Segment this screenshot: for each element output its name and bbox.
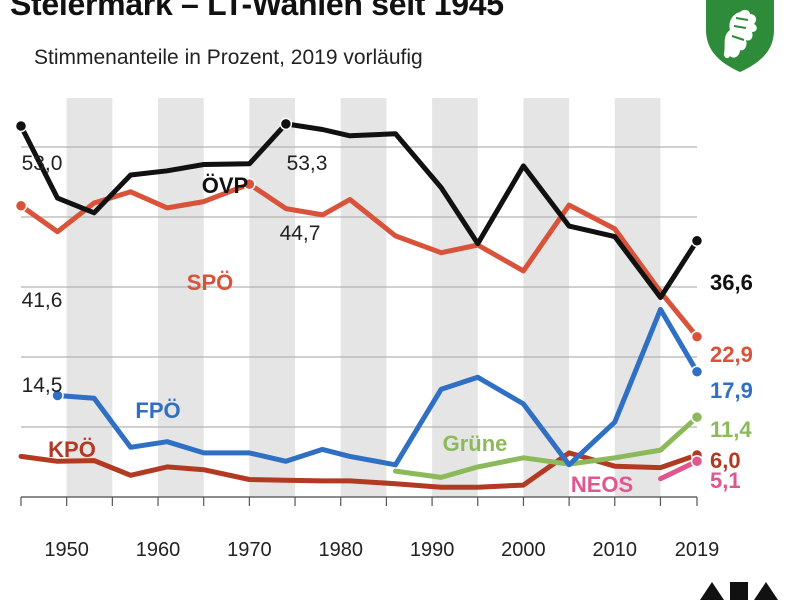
annotation-label: 41,6: [22, 289, 63, 312]
band-2010: [614, 98, 661, 497]
annotation-label: 44,7: [280, 222, 321, 245]
series-label-neos: NEOS: [571, 472, 633, 497]
series-label-gruene: Grüne: [443, 431, 508, 456]
annotated-point-fpo: [51, 389, 64, 402]
chart-title: Steiermark – LT-Wahlen seit 1945: [10, 0, 504, 22]
annotated-point-ovp: [279, 117, 293, 131]
series-line-ovp: [18, 121, 700, 300]
end-label-kpo: 6,0: [710, 448, 741, 473]
series-line-gruene: [393, 414, 700, 480]
end-label-neos: 5,1: [710, 468, 741, 493]
x-tick-label: 2019: [675, 539, 720, 561]
x-tick-label: 1960: [136, 539, 181, 561]
end-label-spo: 22,9: [710, 342, 753, 367]
steiermark-crest-logo: [706, 0, 774, 72]
x-tick-label: 1970: [227, 539, 272, 561]
series-label-spo: SPÖ: [187, 270, 233, 295]
gridlines: [21, 146, 697, 428]
annotation-label: 53,0: [22, 152, 63, 175]
band-1950: [66, 98, 113, 497]
x-tick-label: 2010: [593, 539, 638, 561]
annotation-label: 14,5: [22, 374, 63, 397]
end-point-ovp: [690, 234, 704, 248]
annotated-point-spo: [243, 177, 256, 191]
end-point-fpo: [690, 365, 704, 378]
x-axis: 1950 1960 1970 1980 1990 2000 2010 2019: [20, 496, 720, 561]
band-1960: [158, 98, 204, 497]
labels: ÖVP SPÖ FPÖ KPÖ Grüne NEOS 53,0 53,3 44,7 41,6 14,…: [22, 152, 753, 497]
series-line-spo: [18, 181, 700, 340]
end-label-fpo: 17,9: [710, 378, 753, 403]
end-label-gruene: 11,4: [710, 417, 752, 442]
background-bands: [66, 98, 661, 497]
end-point-spo: [690, 330, 704, 343]
end-label-ovp: 36,6: [710, 270, 753, 295]
x-tick-label: 1980: [318, 539, 363, 561]
chart-subtitle: Stimmenanteile in Prozent, 2019 vorläufi…: [34, 46, 423, 69]
apa-logo: [700, 582, 778, 600]
x-tick-label: 1990: [410, 539, 455, 561]
x-tick-label: 2000: [501, 539, 546, 561]
series-lines: [14, 117, 704, 490]
band-1980: [340, 98, 387, 497]
series-line-fpo: [55, 306, 700, 468]
series-line-neos: [658, 458, 700, 482]
crest-panther-icon: [724, 9, 757, 59]
series-label-kpo: KPÖ: [48, 437, 96, 462]
annotated-point-spo: [14, 199, 28, 213]
series-label-ovp: ÖVP: [202, 173, 248, 198]
band-1990: [432, 98, 478, 497]
end-point-neos: [690, 455, 704, 468]
annotated-point-ovp: [14, 119, 28, 133]
end-point-gruene: [690, 410, 704, 424]
band-1970: [249, 98, 296, 497]
annotation-label: 53,3: [287, 152, 328, 175]
series-label-fpo: FPÖ: [135, 398, 180, 423]
x-tick-label: 1950: [44, 539, 89, 561]
